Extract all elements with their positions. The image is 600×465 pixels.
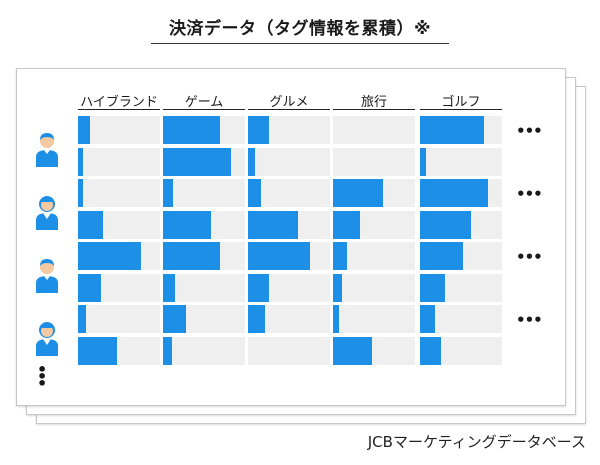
tag-cell (248, 273, 330, 302)
male-user-icon (36, 259, 58, 293)
tag-bar (333, 336, 372, 365)
tag-bar (420, 116, 484, 144)
tag-bar (333, 210, 361, 239)
column-header: グルメ (248, 91, 330, 110)
tag-cell (78, 273, 160, 302)
tag-cell (333, 242, 415, 270)
tag-cell (420, 242, 502, 270)
tag-bar (163, 147, 232, 176)
more-users-ellipsis: • • • (37, 360, 48, 393)
tag-cell (163, 179, 245, 207)
tag-bar (78, 336, 118, 365)
tag-cell (163, 273, 245, 302)
tag-cell (78, 242, 160, 270)
tag-cell (78, 116, 160, 144)
tag-cell (248, 242, 330, 270)
tag-cell (248, 116, 330, 144)
tag-cell (248, 179, 330, 207)
tag-bar (248, 147, 256, 176)
tag-bar (333, 273, 343, 302)
tag-cell (163, 242, 245, 270)
source-caption: JCBマーケティングデータベース (367, 433, 586, 451)
tag-bar (248, 210, 299, 239)
tag-bar (420, 179, 489, 207)
tag-bar (420, 305, 435, 333)
column-header: 旅行 (333, 91, 415, 110)
tag-bar (420, 210, 471, 239)
more-columns-ellipsis: ••• (516, 184, 543, 203)
tag-bar (420, 273, 445, 302)
tag-bar (333, 242, 347, 270)
tag-bar (163, 336, 173, 365)
tag-bar (248, 305, 266, 333)
tag-bar (163, 305, 186, 333)
tag-bar (248, 179, 262, 207)
tag-bar (333, 305, 339, 333)
tag-cell (333, 210, 415, 239)
tag-bar (163, 210, 211, 239)
tag-bar (163, 179, 173, 207)
tag-bar (78, 116, 91, 144)
tag-bar (333, 179, 384, 207)
tag-cell (163, 305, 245, 333)
tag-bar (420, 242, 463, 270)
tag-bar (420, 336, 441, 365)
column-header: ゲーム (163, 91, 245, 110)
tag-cell (333, 305, 415, 333)
male-user-icon (36, 133, 58, 167)
tag-cell (163, 336, 245, 365)
female-user-icon (36, 322, 58, 356)
tag-cell (163, 147, 245, 176)
tag-cell (420, 305, 502, 333)
tag-cell (333, 273, 415, 302)
tag-cell (420, 210, 502, 239)
tag-bar (78, 305, 87, 333)
tag-bar (78, 273, 101, 302)
tag-cell (163, 210, 245, 239)
more-columns-ellipsis: ••• (516, 310, 543, 329)
tag-bar (163, 242, 221, 270)
more-columns-ellipsis: ••• (516, 121, 543, 140)
tag-cell (420, 273, 502, 302)
tag-cell (333, 147, 415, 176)
tag-bar (248, 242, 310, 270)
tag-cell (420, 336, 502, 365)
tag-cell (78, 210, 160, 239)
tag-bar (78, 210, 104, 239)
tag-cell (420, 179, 502, 207)
tag-cell (333, 336, 415, 365)
tag-cell (78, 147, 160, 176)
tag-bar (163, 273, 176, 302)
tag-bar (420, 147, 426, 176)
tag-cell (248, 147, 330, 176)
tag-bar (78, 179, 83, 207)
female-user-icon (36, 196, 58, 230)
tag-cell (78, 305, 160, 333)
diagram-title: 決済データ（タグ情報を累積）※ (168, 19, 432, 39)
more-columns-ellipsis: ••• (516, 247, 543, 266)
tag-cell (248, 305, 330, 333)
tag-cell (333, 179, 415, 207)
column-header: ハイブランド (78, 91, 160, 110)
tag-cell (248, 210, 330, 239)
tag-cell (78, 179, 160, 207)
tag-cell (163, 116, 245, 144)
tag-cell (420, 116, 502, 144)
title-underline (151, 43, 449, 44)
column-header: ゴルフ (420, 91, 502, 110)
tag-bar (78, 147, 83, 176)
tag-bar (248, 273, 269, 302)
tag-cell (420, 147, 502, 176)
tag-cell (248, 336, 330, 365)
tag-bar (248, 116, 269, 144)
tag-cell (333, 116, 415, 144)
tag-cell (78, 336, 160, 365)
tag-bar (163, 116, 221, 144)
tag-bar (78, 242, 142, 270)
